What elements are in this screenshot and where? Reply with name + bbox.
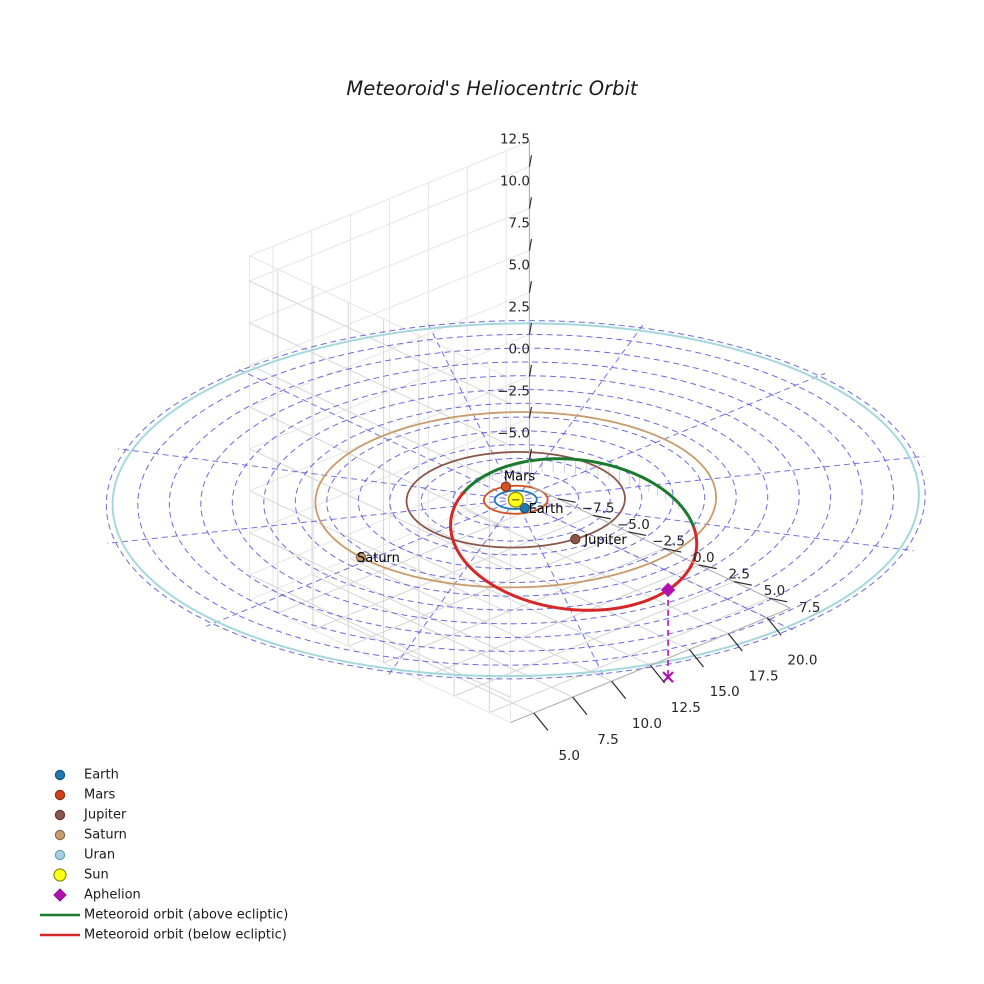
tick-label: 5.0 xyxy=(764,583,785,599)
tick-label: 0.0 xyxy=(509,341,530,357)
marker-jupiter xyxy=(570,533,581,545)
axes-panes xyxy=(249,140,770,724)
legend-label: Meteoroid orbit (below ecliptic) xyxy=(84,928,287,943)
legend[interactable]: Earth Mars Jupiter Saturn Uran Sun Aphelion Met… xyxy=(40,768,288,943)
meteoroid-segment xyxy=(478,457,695,527)
label-jupiter: Jupiter xyxy=(583,533,627,548)
legend-marker-aphelion xyxy=(53,888,67,902)
tick-label: 7.5 xyxy=(597,732,618,748)
legend-item[interactable]: Sun xyxy=(53,868,109,883)
tick-label: −7.5 xyxy=(582,500,615,516)
tick-label: 7.5 xyxy=(799,600,820,616)
orbit-earth xyxy=(493,489,538,510)
meteoroid-segment xyxy=(449,491,699,612)
tick-label: 5.0 xyxy=(509,258,530,274)
tick-label: 15.0 xyxy=(710,684,740,700)
orbit-saturn xyxy=(314,411,717,589)
label-mars: Mars xyxy=(504,470,536,485)
legend-label: Saturn xyxy=(84,828,127,843)
orbit-uran xyxy=(111,322,920,678)
meteoroid-orbit xyxy=(449,457,699,612)
marker-mars xyxy=(500,481,512,492)
tick-label: 10.0 xyxy=(632,716,662,732)
axis-lines-ticks xyxy=(510,141,791,731)
tick-labels: −7.5−5.0−2.50.02.55.07.55.07.510.012.515… xyxy=(497,132,820,764)
tick-label: −2.5 xyxy=(497,383,530,399)
legend-item[interactable]: Jupiter xyxy=(54,808,127,823)
marker-earth xyxy=(519,502,530,514)
label-earth: Earth xyxy=(529,502,564,517)
orbit-jupiter xyxy=(405,451,626,549)
body-annotations: Mars Earth Jupiter Saturn xyxy=(357,470,627,567)
page-title: Meteoroid's Heliocentric Orbit xyxy=(346,77,639,100)
tick-label: 2.5 xyxy=(728,567,749,583)
legend-item[interactable]: Uran xyxy=(54,848,115,863)
legend-label: Aphelion xyxy=(84,888,141,903)
marker-saturn xyxy=(355,552,367,563)
legend-item[interactable]: Mars xyxy=(54,788,116,803)
polar-grid xyxy=(105,320,926,680)
legend-item[interactable]: Saturn xyxy=(54,828,127,843)
tick-label: −5.0 xyxy=(497,425,530,441)
legend-item[interactable]: Aphelion xyxy=(53,888,141,903)
legend-marker-earth xyxy=(54,769,66,781)
body-markers xyxy=(355,481,676,683)
legend-label: Uran xyxy=(84,848,115,863)
legend-item[interactable]: Meteoroid orbit (above ecliptic) xyxy=(40,908,288,923)
legend-marker-saturn xyxy=(54,829,66,841)
tick-label: −5.0 xyxy=(617,517,650,533)
legend-label: Mars xyxy=(84,788,116,803)
legend-label: Meteoroid orbit (above ecliptic) xyxy=(84,908,288,923)
tick-label: 7.5 xyxy=(509,216,530,232)
aphelion-projection-x xyxy=(662,671,674,683)
marker-aphelion xyxy=(660,582,676,598)
legend-marker-mars xyxy=(54,789,66,801)
tick-label: 2.5 xyxy=(509,300,530,316)
legend-label: Sun xyxy=(84,868,109,883)
tick-label: 5.0 xyxy=(558,748,579,764)
tick-label: 17.5 xyxy=(748,668,778,684)
legend-marker-uran xyxy=(54,849,66,861)
legend-marker-jupiter xyxy=(54,809,66,821)
orbit-mars xyxy=(482,484,549,515)
tick-label: 12.5 xyxy=(500,132,530,148)
legend-marker-sun xyxy=(53,868,67,882)
tick-label: 10.0 xyxy=(500,174,530,190)
legend-label: Jupiter xyxy=(83,808,127,823)
legend-item[interactable]: Earth xyxy=(54,768,119,783)
label-saturn: Saturn xyxy=(357,551,400,566)
tick-label: −2.5 xyxy=(652,534,685,550)
tick-label: 20.0 xyxy=(787,652,817,668)
meteoroid-segment xyxy=(461,476,482,495)
legend-item[interactable]: Meteoroid orbit (below ecliptic) xyxy=(40,928,287,943)
planet-orbits xyxy=(111,322,920,678)
legend-label: Earth xyxy=(84,768,119,783)
tick-label: 0.0 xyxy=(693,550,714,566)
tick-label: 12.5 xyxy=(671,700,701,716)
